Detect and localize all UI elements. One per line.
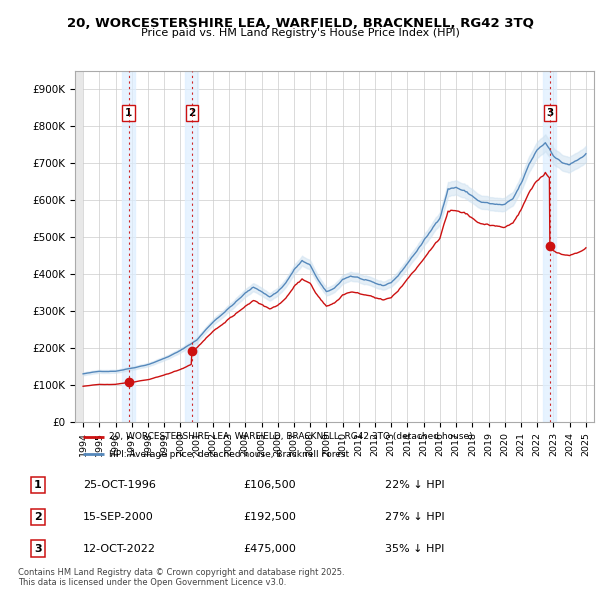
Text: 3: 3	[34, 543, 41, 553]
Text: £192,500: £192,500	[244, 512, 296, 522]
Bar	[185, 71, 199, 422]
Text: 2: 2	[188, 108, 196, 118]
Text: 3: 3	[546, 108, 554, 118]
Text: 1: 1	[34, 480, 41, 490]
Text: Contains HM Land Registry data © Crown copyright and database right 2025.
This d: Contains HM Land Registry data © Crown c…	[18, 568, 344, 587]
Bar	[75, 71, 83, 422]
Text: 27% ↓ HPI: 27% ↓ HPI	[385, 512, 444, 522]
Text: £475,000: £475,000	[244, 543, 296, 553]
Text: 12-OCT-2022: 12-OCT-2022	[83, 543, 156, 553]
Bar	[122, 71, 135, 422]
Text: 22% ↓ HPI: 22% ↓ HPI	[385, 480, 444, 490]
Text: 2: 2	[34, 512, 41, 522]
Text: HPI: Average price, detached house, Bracknell Forest: HPI: Average price, detached house, Brac…	[109, 450, 349, 458]
Text: 15-SEP-2000: 15-SEP-2000	[83, 512, 154, 522]
Bar	[75, 71, 83, 422]
Bar	[544, 71, 556, 422]
Text: 1: 1	[125, 108, 133, 118]
Text: 35% ↓ HPI: 35% ↓ HPI	[385, 543, 444, 553]
Text: 20, WORCESTERSHIRE LEA, WARFIELD, BRACKNELL, RG42 3TQ (detached house): 20, WORCESTERSHIRE LEA, WARFIELD, BRACKN…	[109, 432, 472, 441]
Text: 20, WORCESTERSHIRE LEA, WARFIELD, BRACKNELL, RG42 3TQ: 20, WORCESTERSHIRE LEA, WARFIELD, BRACKN…	[67, 17, 533, 30]
Text: Price paid vs. HM Land Registry's House Price Index (HPI): Price paid vs. HM Land Registry's House …	[140, 28, 460, 38]
Text: 25-OCT-1996: 25-OCT-1996	[83, 480, 156, 490]
Text: £106,500: £106,500	[244, 480, 296, 490]
